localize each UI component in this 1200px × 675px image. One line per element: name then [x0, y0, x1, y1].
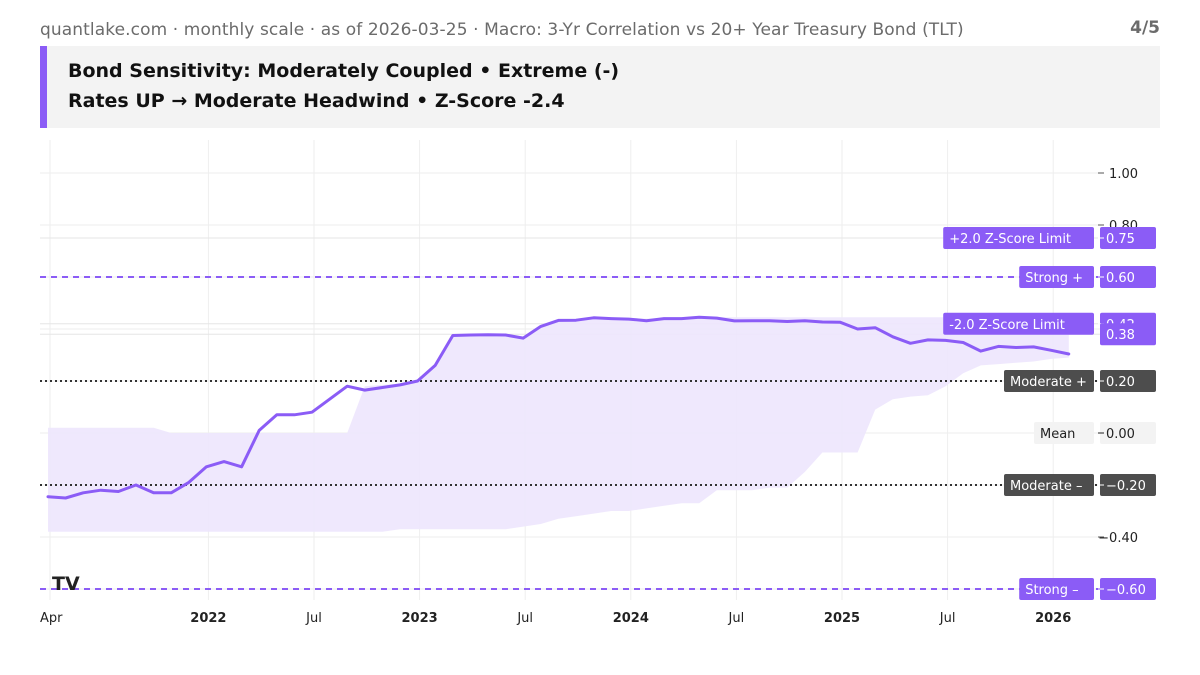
ref-value-4-bg [1100, 422, 1156, 444]
y-tick-label-2: −0.40 [1098, 531, 1138, 546]
ref-value-0-bg [1100, 266, 1156, 288]
ref-label-0-text: Strong + [1025, 271, 1083, 286]
x-tick-label-7: 2025 [824, 611, 860, 626]
ref-label-4-bg [1034, 422, 1094, 444]
x-tick-label-4: Jul [516, 611, 533, 626]
x-axis: Apr 2022 Jul 2023 Jul 2024 Jul 2025 Jul 2026 [40, 611, 1071, 626]
ref-label-1-text: Moderate + [1010, 375, 1087, 390]
banner-zscore-line: Rates UP → Moderate Headwind • Z-Score -… [68, 90, 565, 112]
ref-value-2-text: −0.20 [1106, 479, 1146, 494]
ref-value-3-bg [1100, 578, 1156, 600]
x-tick-label-5: 2024 [613, 611, 649, 626]
banner-accent-bar [40, 46, 47, 128]
ref-label-1-bg [1004, 370, 1094, 392]
ref-value-3-text: −0.60 [1106, 583, 1146, 598]
ref-label-3-text: Strong – [1025, 583, 1079, 598]
ref-label-5-bg [943, 227, 1094, 249]
reference-lines [40, 276, 1100, 590]
ref-value-2-bg [1100, 474, 1156, 496]
x-tick-label-0: Apr [40, 611, 63, 626]
correlation-series[interactable] [46, 315, 1071, 500]
ref-value-5-bg [1100, 227, 1156, 249]
ref-value-1-bg [1100, 370, 1156, 392]
zscore-band-area [48, 317, 1069, 532]
x-tick-label-1: 2022 [190, 611, 226, 626]
x-tick-label-3: 2023 [402, 611, 438, 626]
ref-label-2-bg [1004, 474, 1094, 496]
page-indicator: 4/5 [1130, 18, 1160, 38]
ref-value-1-text: 0.20 [1106, 375, 1135, 390]
ref-label-0-bg [1019, 266, 1094, 288]
tv-logo: TV [52, 573, 80, 595]
chart-subtitle: quantlake.com · monthly scale · as of 20… [40, 20, 964, 40]
ref-value-7-bg [1100, 323, 1156, 346]
x-tick-label-8: Jul [939, 611, 956, 626]
ref-label-6-bg [943, 312, 1094, 335]
ref-value-0-text: 0.60 [1106, 271, 1135, 286]
x-tick-label-9: 2026 [1035, 611, 1071, 626]
ref-value-4-text: 0.00 [1106, 427, 1135, 442]
correlation-line[interactable] [46, 315, 1071, 500]
ref-value-7-text: 0.38 [1106, 328, 1135, 343]
ref-label-3-bg [1019, 578, 1094, 600]
ref-label-4-text: Mean [1040, 427, 1075, 442]
ref-value-5-text: 0.75 [1106, 232, 1135, 247]
zscore-band [48, 317, 1069, 532]
x-tick-label-2: Jul [305, 611, 322, 626]
ref-label-2-text: Moderate – [1010, 479, 1082, 494]
summary-banner: Bond Sensitivity: Moderately Coupled • E… [40, 46, 1160, 128]
banner-sensitivity-line: Bond Sensitivity: Moderately Coupled • E… [68, 60, 620, 82]
ref-label-6-text: -2.0 Z-Score Limit [949, 318, 1065, 333]
x-tick-label-6: Jul [728, 611, 745, 626]
price-scale-labels: 0.60 Strong + 0.20 Moderate + −0.20 Moderate … [943, 227, 1156, 600]
ref-label-5-text: +2.0 Z-Score Limit [949, 232, 1071, 247]
y-tick-label-0: 1.00 [1109, 167, 1138, 182]
tv-logo-text: TV [52, 573, 80, 595]
